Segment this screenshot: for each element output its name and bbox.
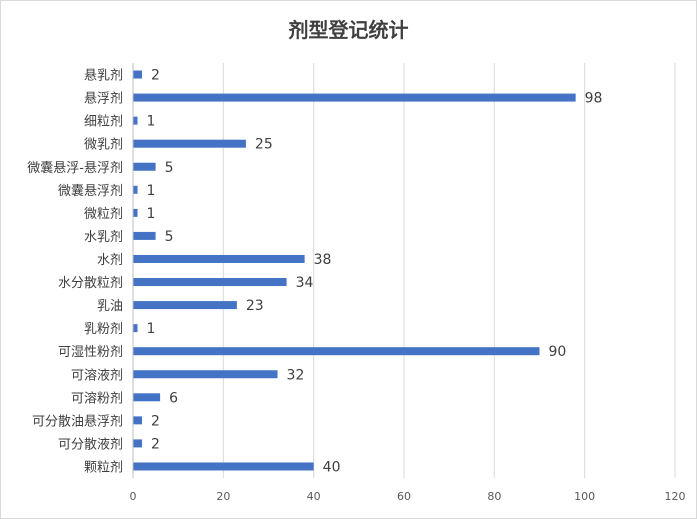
category-label: 可溶粉剂	[71, 391, 123, 406]
category-label: 微囊悬浮剂	[58, 183, 123, 199]
bar	[133, 208, 138, 217]
bar	[133, 393, 161, 402]
bar	[133, 347, 540, 356]
data-label: 34	[296, 275, 314, 291]
data-label: 98	[585, 91, 603, 107]
bar	[133, 462, 314, 471]
bar	[133, 162, 156, 171]
category-label: 可溶液剂	[71, 368, 123, 383]
bar	[133, 185, 138, 194]
x-tick-label: 120	[665, 490, 686, 503]
bar	[133, 70, 143, 79]
x-tick-label: 60	[397, 490, 411, 503]
data-label: 5	[165, 229, 174, 245]
category-label: 可分散液剂	[58, 437, 123, 452]
category-label: 悬浮剂	[84, 92, 123, 107]
data-label: 23	[246, 298, 264, 314]
category-label: 水分散粒剂	[58, 276, 123, 291]
category-label: 微乳剂	[84, 138, 123, 153]
data-label: 1	[147, 206, 156, 222]
data-label: 6	[169, 390, 178, 406]
bar	[133, 416, 143, 425]
data-label: 25	[255, 137, 273, 153]
bar	[133, 324, 138, 333]
bar	[133, 439, 143, 448]
bar	[133, 93, 576, 102]
x-tick-label: 80	[487, 490, 501, 503]
category-label: 细粒剂	[84, 115, 123, 130]
data-label: 38	[314, 252, 332, 268]
data-label: 2	[151, 68, 160, 84]
bar	[133, 301, 237, 310]
category-label: 水乳剂	[84, 230, 123, 245]
x-tick-label: 40	[307, 490, 321, 503]
data-label: 40	[323, 459, 341, 475]
x-tick-label: 100	[574, 490, 595, 503]
bar	[133, 116, 138, 125]
bar	[133, 278, 287, 287]
data-label: 2	[151, 436, 160, 452]
category-label: 微粒剂	[84, 207, 123, 222]
x-tick-label: 0	[130, 490, 137, 503]
data-label: 32	[287, 367, 305, 383]
data-label: 1	[147, 183, 156, 199]
category-label: 可分散油悬浮剂	[32, 414, 123, 429]
category-label: 悬乳剂	[84, 69, 123, 84]
bar	[133, 370, 278, 379]
data-label: 90	[549, 344, 567, 360]
data-label: 5	[165, 160, 174, 176]
category-label: 乳油	[97, 299, 123, 314]
x-tick-label: 20	[216, 490, 230, 503]
chart-title: 剂型登记统计	[288, 18, 409, 42]
category-label: 微囊悬浮-悬浮剂	[27, 160, 123, 176]
data-label: 1	[147, 114, 156, 130]
category-label: 水剂	[97, 253, 123, 268]
category-label: 可湿性粉剂	[58, 345, 123, 360]
data-label: 1	[147, 321, 156, 337]
category-label: 乳粉剂	[84, 322, 123, 337]
bar	[133, 231, 156, 240]
bar	[133, 254, 305, 263]
data-label: 2	[151, 413, 160, 429]
bar	[133, 139, 246, 148]
category-label: 颗粒剂	[84, 460, 123, 475]
